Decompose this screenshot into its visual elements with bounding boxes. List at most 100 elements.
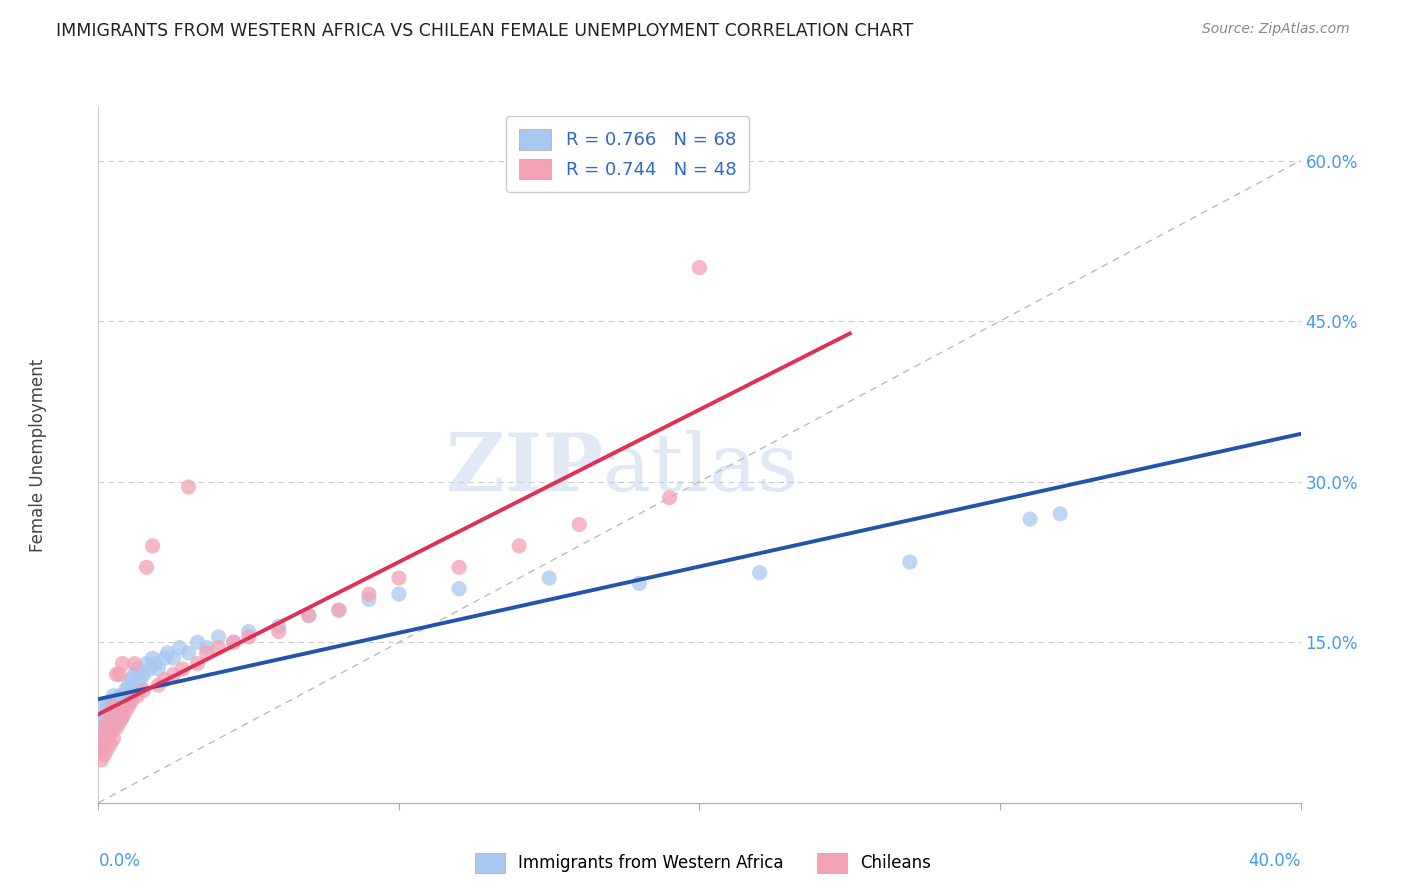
Point xyxy=(145,657,167,671)
Point xyxy=(538,571,561,585)
Point xyxy=(111,710,134,724)
Point xyxy=(148,678,170,692)
Point xyxy=(195,640,218,655)
Point xyxy=(132,667,155,681)
Point xyxy=(153,673,176,687)
Point xyxy=(169,640,191,655)
Point xyxy=(127,678,149,692)
Point xyxy=(96,731,118,746)
Point xyxy=(105,715,128,730)
Point xyxy=(162,651,184,665)
Point xyxy=(114,699,136,714)
Point xyxy=(90,726,112,740)
Point xyxy=(93,721,115,735)
Text: Female Unemployment: Female Unemployment xyxy=(30,359,48,551)
Point xyxy=(135,560,157,574)
Point xyxy=(898,555,921,569)
Point xyxy=(121,689,143,703)
Point xyxy=(100,710,122,724)
Text: Source: ZipAtlas.com: Source: ZipAtlas.com xyxy=(1202,22,1350,37)
Point xyxy=(628,576,651,591)
Point xyxy=(748,566,770,580)
Point xyxy=(124,667,146,681)
Point xyxy=(124,657,146,671)
Point xyxy=(100,694,122,708)
Point xyxy=(153,651,176,665)
Point xyxy=(132,683,155,698)
Point xyxy=(105,667,128,681)
Point xyxy=(103,689,125,703)
Point xyxy=(96,715,118,730)
Point xyxy=(121,694,143,708)
Point xyxy=(103,710,125,724)
Point xyxy=(103,731,125,746)
Point xyxy=(90,742,112,756)
Point xyxy=(90,715,112,730)
Point xyxy=(388,587,411,601)
Point xyxy=(108,689,131,703)
Point xyxy=(93,699,115,714)
Point xyxy=(108,699,131,714)
Point xyxy=(103,699,125,714)
Point xyxy=(208,630,231,644)
Point xyxy=(114,683,136,698)
Point xyxy=(100,715,122,730)
Point xyxy=(103,699,125,714)
Point xyxy=(328,603,350,617)
Point xyxy=(222,635,245,649)
Point xyxy=(100,726,122,740)
Point xyxy=(121,673,143,687)
Point xyxy=(127,689,149,703)
Point xyxy=(658,491,681,505)
Text: IMMIGRANTS FROM WESTERN AFRICA VS CHILEAN FEMALE UNEMPLOYMENT CORRELATION CHART: IMMIGRANTS FROM WESTERN AFRICA VS CHILEA… xyxy=(56,22,914,40)
Point xyxy=(689,260,711,275)
Point xyxy=(208,640,231,655)
Point xyxy=(148,662,170,676)
Point xyxy=(93,737,115,751)
Point xyxy=(568,517,591,532)
Point xyxy=(135,657,157,671)
Point xyxy=(108,710,131,724)
Text: 0.0%: 0.0% xyxy=(98,852,141,870)
Legend: R = 0.766   N = 68, R = 0.744   N = 48: R = 0.766 N = 68, R = 0.744 N = 48 xyxy=(506,116,749,192)
Point xyxy=(96,705,118,719)
Point xyxy=(1049,507,1071,521)
Point xyxy=(103,721,125,735)
Point xyxy=(238,630,260,644)
Point xyxy=(90,753,112,767)
Point xyxy=(117,678,139,692)
Point xyxy=(172,662,194,676)
Point xyxy=(117,699,139,714)
Point xyxy=(141,539,163,553)
Legend: Immigrants from Western Africa, Chileans: Immigrants from Western Africa, Chileans xyxy=(468,847,938,880)
Point xyxy=(93,731,115,746)
Point xyxy=(298,608,321,623)
Point xyxy=(1019,512,1042,526)
Point xyxy=(222,635,245,649)
Text: atlas: atlas xyxy=(603,430,799,508)
Point xyxy=(267,624,290,639)
Point xyxy=(267,619,290,633)
Text: 40.0%: 40.0% xyxy=(1249,852,1301,870)
Point xyxy=(357,592,380,607)
Point xyxy=(96,699,118,714)
Point xyxy=(162,667,184,681)
Point xyxy=(111,710,134,724)
Point xyxy=(96,731,118,746)
Point xyxy=(100,737,122,751)
Point xyxy=(129,673,152,687)
Point xyxy=(138,662,160,676)
Point xyxy=(111,689,134,703)
Point xyxy=(298,608,321,623)
Point xyxy=(93,721,115,735)
Point xyxy=(187,635,209,649)
Point xyxy=(117,694,139,708)
Point xyxy=(238,624,260,639)
Point xyxy=(124,683,146,698)
Point xyxy=(100,710,122,724)
Text: ZIP: ZIP xyxy=(446,430,603,508)
Point xyxy=(127,662,149,676)
Point xyxy=(105,721,128,735)
Point xyxy=(156,646,179,660)
Point xyxy=(195,646,218,660)
